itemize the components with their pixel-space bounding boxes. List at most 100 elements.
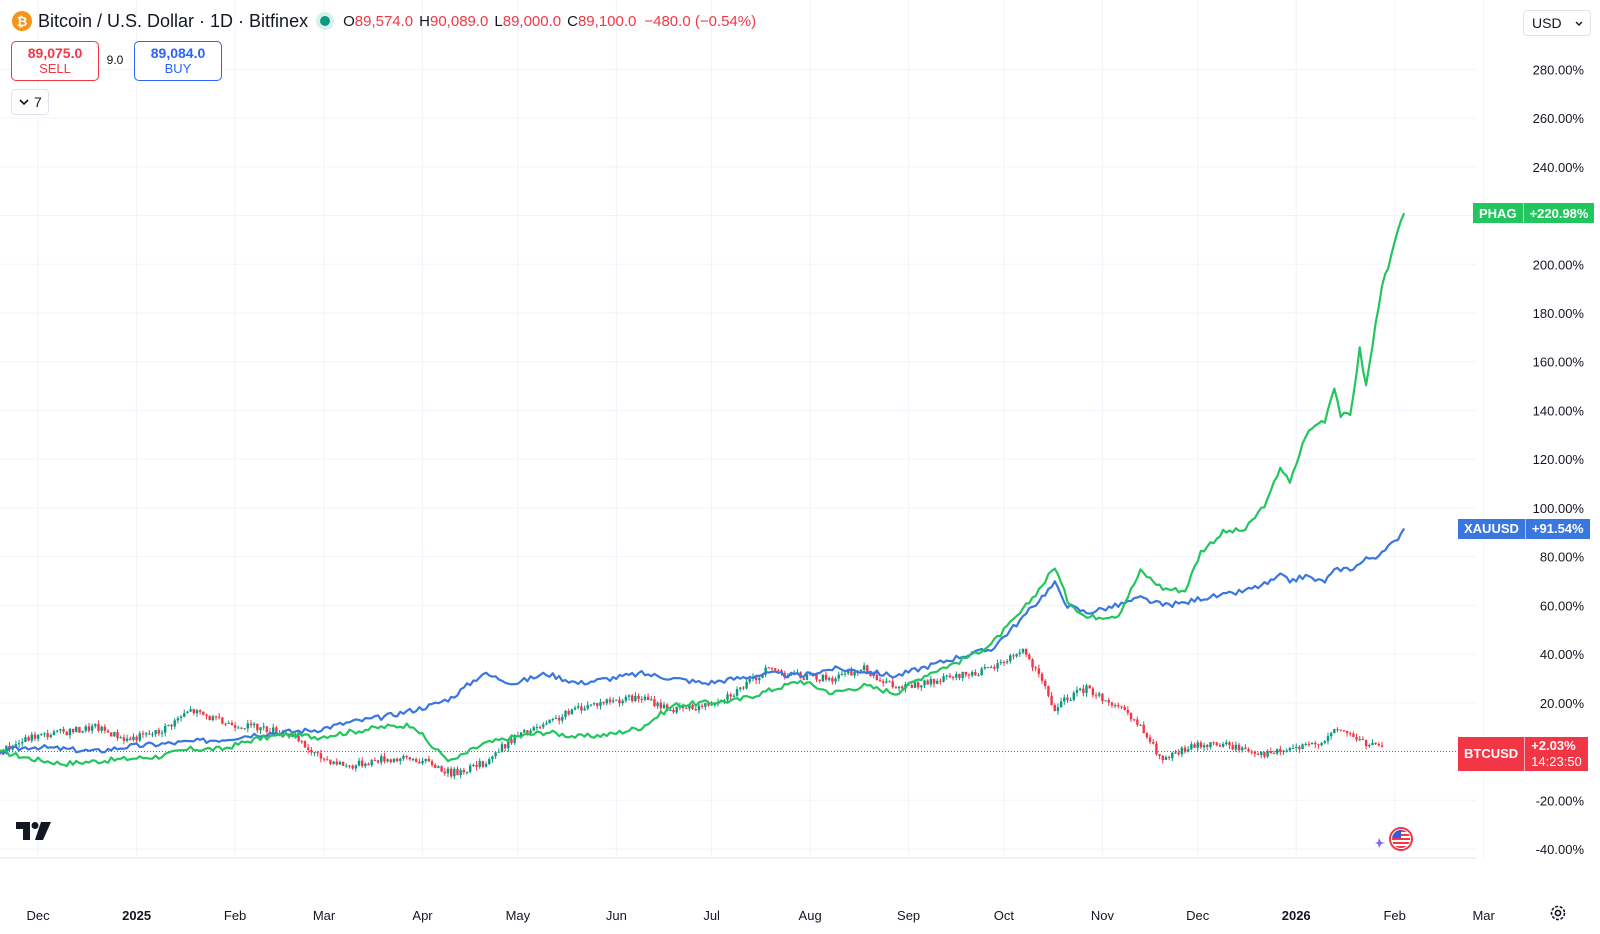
sell-label: SELL [39,61,71,76]
btcusd-candle [1364,739,1368,750]
btcusd-candle [974,669,977,676]
btcusd-candle [135,735,138,744]
btcusd-candle [316,751,319,757]
btcusd-candle [777,668,780,672]
btcusd-candle [1107,697,1110,707]
btcusd-candle [157,727,161,737]
btcusd-candle [154,729,157,738]
gear-icon[interactable] [1548,903,1568,923]
y-tick-label: 200.00% [1533,257,1585,272]
btcusd-candle [1260,751,1263,759]
time-axis[interactable]: Dec 2025 Feb Mar Apr May Jun Jul Aug Sep Oct Nov Dec… [27,908,1496,923]
btcusd-candle [43,732,46,738]
btcusd-candle [1021,648,1025,655]
btcusd-candle [345,763,348,768]
y-tick-label: -40.00% [1536,842,1585,857]
btcusd-candle [427,755,431,763]
btcusd-candle [1275,748,1279,756]
y-tick-label: 120.00% [1533,452,1585,467]
btcusd-candle [1310,742,1314,745]
btcusd-price-label[interactable]: BTCUSD +2.03% 14:23:50 [1458,736,1588,771]
btcusd-candle [1171,751,1174,762]
btcusd-candle [535,723,539,731]
btcusd-candle [36,734,40,742]
btcusd-candle [1320,742,1323,747]
btcusd-candle [132,733,135,742]
x-tick-label: Aug [799,908,822,923]
btcusd-candle [1371,739,1374,746]
btcusd-candle [367,762,370,766]
indicators-toggle-button[interactable]: 7 [11,89,49,115]
btcusd-candle [577,702,580,710]
btcusd-candle [303,740,307,748]
btcusd-candle [942,673,945,683]
btcusd-candle [1145,732,1149,739]
btcusd-change-block: +2.03% 14:23:50 [1525,737,1588,771]
btcusd-candle [322,757,326,762]
phag-symbol: PHAG [1473,203,1524,224]
btcusd-candle [351,764,354,771]
sell-button[interactable]: 89,075.0 SELL [11,41,99,81]
tradingview-logo-icon[interactable] [16,822,52,840]
currency-select[interactable]: USD [1523,10,1591,36]
buy-button[interactable]: 89,084.0 BUY [134,41,222,81]
btcusd-candle [27,735,30,742]
btcusd-candle [224,722,227,727]
btcusd-candle [500,741,504,753]
btcusd-candle [923,679,926,688]
btcusd-candle [17,739,21,748]
btcusd-candle [650,696,653,701]
btcusd-candle [1279,745,1282,756]
market-open-status-icon[interactable] [320,16,331,26]
btcusd-candle [1272,750,1276,755]
btcusd-candle [373,757,377,762]
x-tick-label: Jun [606,908,627,923]
btcusd-candle [1040,671,1044,684]
y-tick-label: 140.00% [1533,403,1585,418]
btcusd-candle [55,729,59,734]
btcusd-candle [1037,664,1041,678]
symbol-title[interactable]: Bitcoin / U.S. Dollar · 1D · Bitfinex [38,10,309,31]
btcusd-candle [1104,700,1107,702]
btcusd-candle [227,720,230,725]
btcusd-candle [414,757,418,763]
btcusd-candle [252,722,256,729]
btcusd-candle [364,762,367,769]
btcusd-candle [468,763,472,774]
btcusd-candle [538,725,542,730]
btcusd-candle [948,673,952,679]
btcusd-candle [897,686,901,692]
btcusd-candle [1256,752,1260,756]
economic-events-flag-icon[interactable] [1375,826,1421,852]
btcusd-candle [640,696,643,703]
btcusd-candle [611,697,615,704]
btcusd-candle [189,706,192,712]
xauusd-price-label[interactable]: XAUUSD +91.54% [1458,518,1590,539]
btcusd-candle [1110,701,1114,708]
bitcoin-logo-icon[interactable]: ₿ [12,11,32,31]
btcusd-candle [49,733,53,739]
phag-price-label[interactable]: PHAG +220.98% [1473,203,1595,224]
x-tick-label: 2026 [1282,908,1311,923]
btcusd-candle [656,701,659,709]
btcusd-candle [259,727,262,734]
btcusd-candle [726,691,729,704]
btcusd-candle [951,675,955,681]
btcusd-candle [233,722,237,732]
btcusd-candle [1094,692,1098,700]
spread-value: 9.0 [106,53,124,67]
btcusd-candle [360,757,364,768]
buy-price: 89,084.0 [150,45,206,61]
btcusd-candle [1345,730,1349,737]
btcusd-candle [1161,755,1164,764]
y-tick-label: -20.00% [1536,793,1585,808]
btcusd-candle [1101,693,1104,705]
btcusd-candle [916,680,920,690]
btcusd-candle [1234,741,1238,752]
btcusd-candle [297,733,300,743]
btcusd-candle [1155,740,1158,756]
btcusd-candle [497,748,500,753]
x-tick-label: Nov [1091,908,1115,923]
x-tick-label: Oct [994,908,1015,923]
